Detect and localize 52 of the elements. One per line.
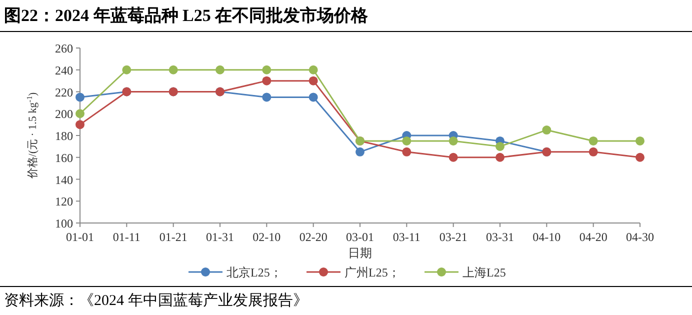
y-tick-label: 260: [55, 42, 73, 56]
point: [216, 65, 224, 74]
point: [76, 120, 84, 130]
x-tick-label: 03-21: [439, 230, 468, 244]
x-tick-label: 01-01: [66, 230, 94, 244]
point: [636, 136, 644, 146]
text: 资料来源：《2024 年中国蓝莓产业发展报告》: [4, 292, 308, 309]
y-tick-label: 240: [55, 63, 73, 78]
point: [308, 76, 318, 86]
x-tick-label: 02-10: [252, 230, 281, 244]
point: [588, 136, 598, 146]
point: [496, 142, 504, 151]
point: [76, 92, 84, 102]
y-tick-label: 180: [55, 129, 73, 143]
chart-title: 图22：2024 年蓝莓品种 L25 在不同批发市场价格: [4, 6, 370, 25]
x-tick-label: 01-21: [159, 230, 188, 244]
x-tick-label: 03-11: [392, 230, 420, 244]
point: [122, 65, 132, 74]
point: [76, 109, 84, 118]
y-tick-label: 100: [55, 216, 73, 230]
point: [402, 136, 412, 146]
x-tick-label: 04-20: [579, 230, 608, 244]
y-tick-label: 140: [55, 172, 73, 187]
point: [262, 76, 272, 86]
y-tick-label: 120: [55, 194, 73, 209]
x-tick-label: 01-31: [206, 230, 234, 244]
point: [588, 147, 598, 156]
point: [542, 126, 552, 135]
point: [262, 92, 272, 102]
x-tick-label: 04-30: [626, 230, 654, 244]
point: [308, 92, 318, 102]
point: [262, 65, 272, 74]
y-tick-label: 160: [55, 150, 73, 165]
point: [168, 65, 178, 74]
x-tick-label: 03-31: [486, 230, 514, 244]
legend-label: 上海L25: [462, 266, 506, 280]
x-axis-title: 日期: [348, 246, 372, 260]
point: [448, 136, 458, 146]
x-tick-label: 04-10: [532, 230, 561, 244]
point: [636, 152, 644, 162]
x-tick-label: 02-20: [299, 230, 328, 244]
point: [308, 65, 318, 74]
legend-label: 广州L25；: [344, 266, 400, 280]
point: [496, 152, 504, 162]
y-tick-label: 220: [55, 85, 73, 100]
y-tick-label: 200: [55, 107, 73, 122]
point: [356, 147, 364, 156]
point: [402, 147, 412, 156]
x-tick-label: 01-11: [112, 230, 140, 244]
legend-label: 北京L25；: [226, 266, 282, 280]
x-tick-label: 03-01: [346, 230, 374, 244]
point: [448, 152, 458, 162]
